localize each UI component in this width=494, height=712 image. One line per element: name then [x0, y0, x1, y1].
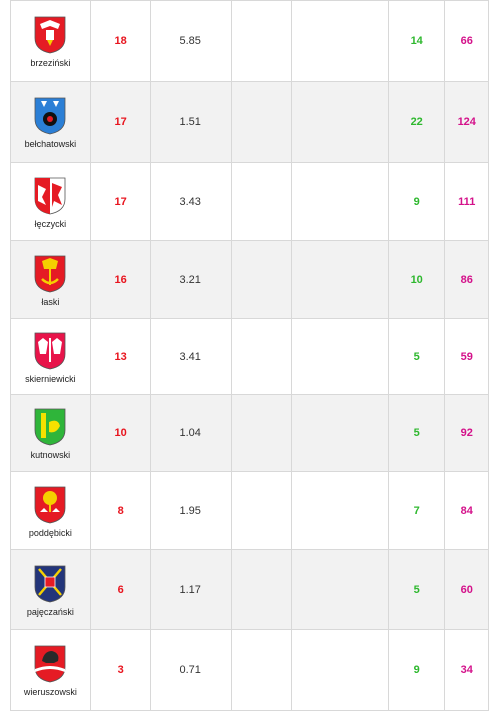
poddebice-coat-of-arms-icon — [35, 486, 66, 523]
county-name: poddębicki — [28, 527, 72, 538]
value-cell-2: 1.95 — [150, 471, 233, 550]
value-cell-1: 8 — [89, 471, 152, 550]
brzeziny-coat-of-arms-icon — [35, 16, 66, 54]
value-cell-3: 14 — [387, 0, 446, 82]
county-cell: brzeziński — [10, 0, 91, 82]
value-cell-3: 10 — [387, 240, 446, 319]
value-cell-1: 17 — [89, 81, 152, 163]
table-row: bełchatowski 17 1.51 22 124 — [10, 81, 489, 163]
empty-cell — [231, 162, 292, 241]
value-cell-1: 13 — [89, 318, 152, 395]
value-cell-3: 7 — [387, 471, 446, 550]
empty-cell — [290, 549, 389, 630]
empty-cell — [290, 318, 389, 395]
value-cell-1: 18 — [89, 0, 152, 82]
table-row: brzeziński 18 5.85 14 66 — [10, 0, 489, 82]
county-name: skierniewicki — [25, 373, 76, 384]
value-cell-2: 0.71 — [150, 629, 233, 711]
empty-cell — [231, 318, 292, 395]
county-cell: poddębicki — [10, 471, 91, 550]
table-row: wieruszowski 3 0.71 9 34 — [10, 629, 489, 711]
table-row: łęczycki 17 3.43 9 111 — [10, 162, 489, 241]
value-cell-3: 5 — [387, 318, 446, 395]
empty-cell — [290, 0, 389, 82]
empty-cell — [290, 162, 389, 241]
value-cell-1: 10 — [89, 394, 152, 472]
county-cell: pajęczański — [10, 549, 91, 630]
county-cell: bełchatowski — [10, 81, 91, 163]
value-cell-1: 3 — [89, 629, 152, 711]
value-cell-2: 1.17 — [150, 549, 233, 630]
county-name: kutnowski — [30, 450, 71, 460]
value-cell-1: 16 — [89, 240, 152, 319]
county-cell: wieruszowski — [10, 629, 91, 711]
kutno-coat-of-arms-icon — [35, 408, 66, 446]
county-name: łęczycki — [34, 218, 67, 229]
table-row: łaski 16 3.21 10 86 — [10, 240, 489, 319]
value-cell-4: 34 — [444, 629, 489, 711]
county-cell: łęczycki — [10, 162, 91, 241]
county-name: bełchatowski — [24, 139, 77, 149]
value-cell-2: 3.21 — [150, 240, 233, 319]
value-cell-4: 60 — [444, 549, 489, 630]
empty-cell — [290, 81, 389, 163]
lask-coat-of-arms-icon — [35, 255, 66, 292]
value-cell-2: 1.04 — [150, 394, 233, 472]
value-cell-3: 9 — [387, 629, 446, 711]
value-cell-3: 9 — [387, 162, 446, 241]
value-cell-1: 17 — [89, 162, 152, 241]
value-cell-4: 124 — [444, 81, 489, 163]
empty-cell — [231, 240, 292, 319]
county-name: brzeziński — [30, 58, 71, 68]
value-cell-4: 92 — [444, 394, 489, 472]
value-cell-2: 3.41 — [150, 318, 233, 395]
value-cell-4: 84 — [444, 471, 489, 550]
pajeczno-coat-of-arms-icon — [35, 565, 66, 602]
county-name: wieruszowski — [23, 687, 77, 697]
county-name: pajęczański — [26, 606, 74, 617]
county-name: łaski — [41, 296, 60, 307]
value-cell-3: 5 — [387, 549, 446, 630]
value-cell-2: 5.85 — [150, 0, 233, 82]
empty-cell — [231, 81, 292, 163]
county-cell: łaski — [10, 240, 91, 319]
belchatow-coat-of-arms-icon — [35, 97, 66, 135]
skierniewice-coat-of-arms-icon — [35, 332, 66, 369]
empty-cell — [231, 549, 292, 630]
value-cell-2: 3.43 — [150, 162, 233, 241]
table-row: skierniewicki 13 3.41 5 59 — [10, 318, 489, 395]
value-cell-3: 22 — [387, 81, 446, 163]
county-cell: skierniewicki — [10, 318, 91, 395]
county-table: brzeziński 18 5.85 14 66 bełchatowski 17… — [10, 0, 489, 711]
empty-cell — [290, 240, 389, 319]
value-cell-4: 59 — [444, 318, 489, 395]
empty-cell — [231, 394, 292, 472]
value-cell-4: 111 — [444, 162, 489, 241]
empty-cell — [290, 629, 389, 711]
county-table-container: brzeziński 18 5.85 14 66 bełchatowski 17… — [10, 0, 489, 711]
empty-cell — [231, 0, 292, 82]
table-row: pajęczański 6 1.17 5 60 — [10, 549, 489, 630]
empty-cell — [231, 629, 292, 711]
empty-cell — [290, 471, 389, 550]
value-cell-3: 5 — [387, 394, 446, 472]
empty-cell — [231, 471, 292, 550]
county-cell: kutnowski — [10, 394, 91, 472]
value-cell-4: 66 — [444, 0, 489, 82]
leczyca-coat-of-arms-icon — [35, 177, 66, 214]
wieruszow-coat-of-arms-icon — [35, 645, 66, 683]
value-cell-1: 6 — [89, 549, 152, 630]
empty-cell — [290, 394, 389, 472]
table-row: poddębicki 8 1.95 7 84 — [10, 471, 489, 550]
value-cell-2: 1.51 — [150, 81, 233, 163]
table-row: kutnowski 10 1.04 5 92 — [10, 394, 489, 472]
value-cell-4: 86 — [444, 240, 489, 319]
